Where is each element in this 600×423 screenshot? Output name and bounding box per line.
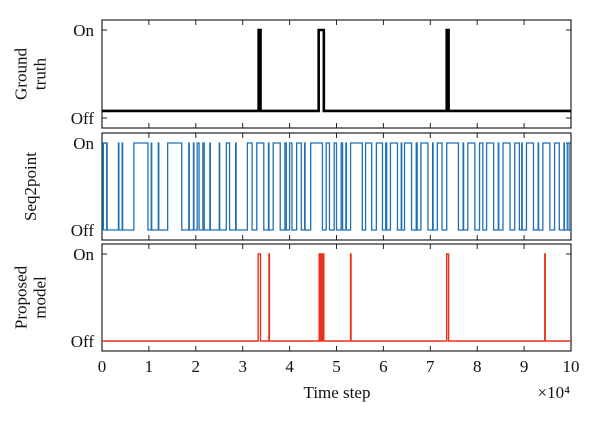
- x-tick-label: 6: [379, 357, 388, 376]
- panel-ylabel: Proposed: [12, 265, 31, 329]
- y-tick-label-on: On: [73, 245, 94, 264]
- signal-series-ground-truth: [102, 28, 571, 113]
- x-tick-label: 2: [192, 357, 201, 376]
- panel-frame: [101, 243, 572, 352]
- x-tick-label: 0: [98, 357, 107, 376]
- x-tick-label: 7: [426, 357, 435, 376]
- panel-ylabel: truth: [31, 57, 50, 90]
- x-tick-label: 3: [238, 357, 247, 376]
- x-axis-multiplier: ×10⁴: [537, 383, 570, 402]
- x-tick-label: 8: [473, 357, 482, 376]
- x-axis-label: Time step: [304, 383, 371, 402]
- panel-ylabel: Ground: [12, 48, 31, 100]
- panel-ylabel: model: [31, 276, 50, 319]
- y-tick-label-off: Off: [71, 332, 95, 351]
- panel-ground-truth: On Off Ground truth: [12, 19, 572, 129]
- x-tick-label: 9: [520, 357, 529, 376]
- y-tick-label-off: Off: [71, 221, 95, 240]
- panel-seq2point: On Off Seq2point: [21, 132, 572, 241]
- chart-panels: On Off Ground truth On Off Seq2point On Off Propo…: [12, 19, 572, 352]
- panel-proposed-model: On Off Proposed model: [12, 243, 572, 352]
- y-tick-label-on: On: [73, 21, 94, 40]
- x-tick-label: 4: [285, 357, 294, 376]
- x-tick-label: 5: [332, 357, 341, 376]
- panel-ylabel: Seq2point: [21, 152, 40, 221]
- x-tick-label: 10: [563, 357, 580, 376]
- y-tick-label-off: Off: [71, 109, 95, 128]
- x-axis: 0 1 2 3 4 5 6 7 8 9 10: [98, 357, 580, 376]
- signal-series-seq2point: [102, 142, 571, 231]
- x-tick-label: 1: [145, 357, 154, 376]
- signal-series-proposed-model: [102, 253, 571, 342]
- y-tick-label-on: On: [73, 134, 94, 153]
